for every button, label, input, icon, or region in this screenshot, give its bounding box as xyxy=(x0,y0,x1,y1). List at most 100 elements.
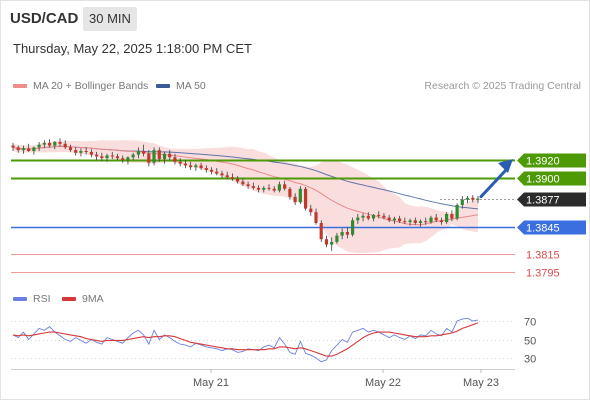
price-level-label-0: 1.3920 xyxy=(526,156,560,168)
candle-body xyxy=(11,145,15,148)
candle-body xyxy=(126,157,130,160)
rsi-level-label-2: 30 xyxy=(524,354,536,366)
candle-body xyxy=(142,151,146,154)
candle-body xyxy=(157,150,161,160)
candle-body xyxy=(48,142,52,146)
candle-body xyxy=(330,241,334,245)
candle-body xyxy=(377,214,381,216)
candle-body xyxy=(351,220,355,235)
candle-body xyxy=(371,214,376,219)
candle-body xyxy=(21,148,25,151)
candle-body xyxy=(115,156,120,159)
candle-body xyxy=(246,184,250,187)
candle-body xyxy=(309,208,313,213)
candle-body xyxy=(387,217,391,221)
rsi-line xyxy=(12,317,479,363)
candle-body xyxy=(293,196,297,203)
candle-body xyxy=(189,165,193,168)
candle-body xyxy=(319,223,323,240)
chart-datetime: Thursday, May 22, 2025 1:18:00 PM CET xyxy=(13,41,252,56)
candle-body xyxy=(63,143,67,148)
x-axis-label-2: May 23 xyxy=(463,377,499,389)
price-level-label-2: 1.3877 xyxy=(526,195,560,207)
candle-body xyxy=(465,197,470,200)
candle-body xyxy=(471,197,475,200)
candle-body xyxy=(434,217,438,221)
candle-body xyxy=(42,142,46,145)
candle-body xyxy=(283,184,287,189)
candle-body xyxy=(162,153,167,160)
candle-body xyxy=(439,220,443,223)
bollinger-band xyxy=(13,140,478,254)
level-box-resistance xyxy=(517,171,586,186)
copyright-note: Research © 2025 Trading Central xyxy=(424,80,581,92)
candle-body xyxy=(476,198,480,200)
legend-9ma-label: 9MA xyxy=(82,293,104,305)
candle-body xyxy=(267,187,271,189)
price-level-label-4: 1.3815 xyxy=(526,250,560,262)
candle-body xyxy=(298,188,302,203)
candle-body xyxy=(324,239,329,245)
projection-arrow xyxy=(479,168,508,199)
candle-body xyxy=(32,147,36,151)
price-level-label-5: 1.3795 xyxy=(526,268,560,280)
candle-body xyxy=(288,188,292,197)
candle-body xyxy=(16,147,20,151)
candle-body xyxy=(429,217,433,223)
candle-body xyxy=(173,157,177,162)
candle-body xyxy=(304,188,308,209)
candle-body xyxy=(403,221,407,223)
candle-body xyxy=(100,156,104,159)
candle-body xyxy=(345,232,349,235)
candle-body xyxy=(131,154,135,158)
legend-ma50: MA 50 xyxy=(156,80,206,92)
candle-body xyxy=(361,215,365,218)
legend-9ma: 9MA xyxy=(62,293,104,305)
candle-body xyxy=(194,165,198,168)
x-axis-label-0: May 21 xyxy=(193,377,229,389)
ma50-swatch xyxy=(156,84,170,89)
rsi-level-label-0: 70 xyxy=(524,317,536,329)
candle-body xyxy=(408,220,412,223)
candle-body xyxy=(152,150,156,163)
candle-body xyxy=(392,218,396,221)
rsi-level-label-1: 50 xyxy=(524,336,536,348)
level-box-pivot xyxy=(517,220,586,235)
candle-body xyxy=(168,153,172,158)
candle-body xyxy=(225,175,229,178)
x-axis-label-1: May 22 xyxy=(365,377,401,389)
price-level-label-3: 1.3845 xyxy=(526,223,560,235)
candle-body xyxy=(147,153,151,163)
ma20-line xyxy=(12,145,479,226)
rsi-ma-line xyxy=(12,322,479,357)
candle-body xyxy=(356,217,360,221)
symbol-title[interactable]: USD/CAD xyxy=(10,10,79,27)
timeframe-badge[interactable]: 30 MIN xyxy=(83,7,137,31)
candle-body xyxy=(110,155,114,157)
candle-body xyxy=(74,150,78,153)
candle-body xyxy=(95,154,99,157)
candle-body xyxy=(272,188,276,191)
rsi-swatch xyxy=(13,297,27,302)
ma20-swatch xyxy=(13,84,27,89)
candle-body xyxy=(424,221,428,223)
candle-body xyxy=(204,168,208,170)
candle-body xyxy=(84,151,88,152)
candle-body xyxy=(340,232,344,236)
candle-body xyxy=(89,151,93,155)
level-box-current xyxy=(517,192,586,207)
candle-body xyxy=(262,187,266,190)
candle-body xyxy=(382,215,386,218)
candle-body xyxy=(27,148,31,151)
candle-body xyxy=(230,177,234,179)
candle-body xyxy=(105,155,109,159)
legend-ma20-label: MA 20 + Bollinger Bands xyxy=(33,80,149,92)
candle-body xyxy=(335,235,339,242)
candle-body xyxy=(215,171,219,174)
candle-body xyxy=(58,142,62,144)
ma9-swatch xyxy=(62,297,76,302)
candle-body xyxy=(209,169,214,172)
candle-body xyxy=(277,184,281,191)
candle-body xyxy=(314,212,318,223)
